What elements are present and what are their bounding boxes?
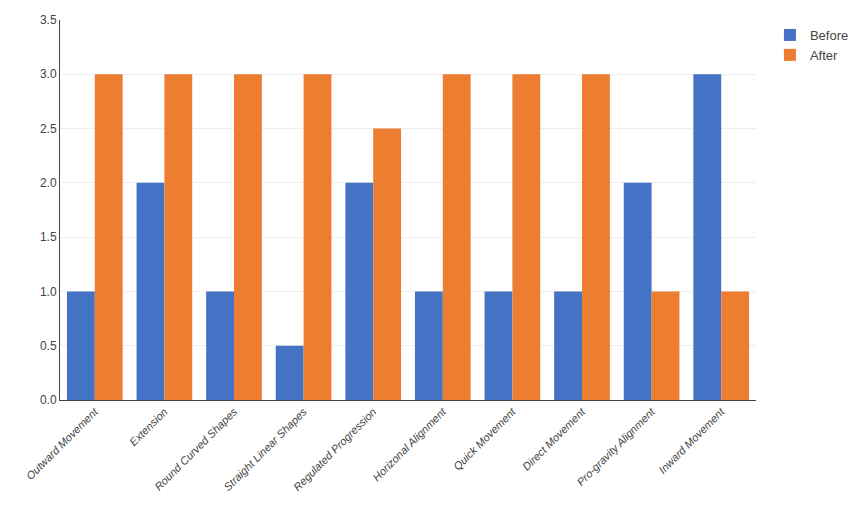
svg-text:Regulated Progression: Regulated Progression: [291, 406, 379, 494]
svg-text:1.5: 1.5: [40, 230, 57, 244]
svg-text:Quick Movement: Quick Movement: [451, 405, 519, 473]
svg-text:0.5: 0.5: [40, 339, 57, 353]
svg-text:2.5: 2.5: [40, 122, 57, 136]
svg-text:1.0: 1.0: [40, 285, 57, 299]
svg-text:Horizonal Alignment: Horizonal Alignment: [370, 405, 448, 483]
svg-text:Round Curved Shapes: Round Curved Shapes: [152, 405, 240, 493]
svg-text:Pro-gravity Alignment: Pro-gravity Alignment: [574, 405, 657, 488]
svg-text:0.0: 0.0: [40, 393, 57, 407]
svg-text:Before: Before: [810, 28, 848, 43]
svg-text:After: After: [810, 48, 838, 63]
svg-text:2.0: 2.0: [40, 176, 57, 190]
svg-text:Straight Linear Shapes: Straight Linear Shapes: [221, 405, 309, 493]
svg-text:Outward Movement: Outward Movement: [24, 405, 101, 482]
svg-text:Extension: Extension: [127, 406, 170, 449]
svg-text:Inward Movement: Inward Movement: [656, 405, 727, 476]
svg-text:3.5: 3.5: [40, 13, 57, 27]
svg-text:3.0: 3.0: [40, 67, 57, 81]
svg-text:Direct Movement: Direct Movement: [520, 405, 588, 473]
